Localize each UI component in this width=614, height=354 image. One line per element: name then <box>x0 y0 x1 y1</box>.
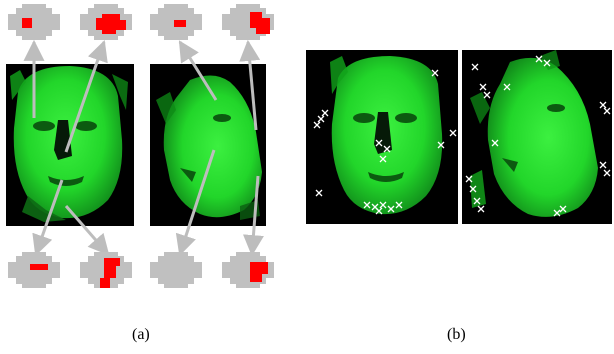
panel-a <box>0 0 300 310</box>
panel-b <box>304 44 614 244</box>
face-image-b-frontal <box>306 50 458 224</box>
caption-a: (a) <box>132 326 150 344</box>
patch-a-bottom-4 <box>222 252 274 288</box>
caption-b: (b) <box>447 326 466 344</box>
patch-a-top-2 <box>80 4 132 40</box>
patch-a-bottom-1 <box>8 252 60 288</box>
patch-a-top-3 <box>150 4 202 40</box>
patch-a-top-1 <box>8 4 60 40</box>
patch-a-top-4 <box>222 4 274 40</box>
patch-a-bottom-2 <box>80 252 132 288</box>
face-image-b-profile <box>462 50 612 224</box>
patch-a-bottom-3 <box>150 252 202 288</box>
